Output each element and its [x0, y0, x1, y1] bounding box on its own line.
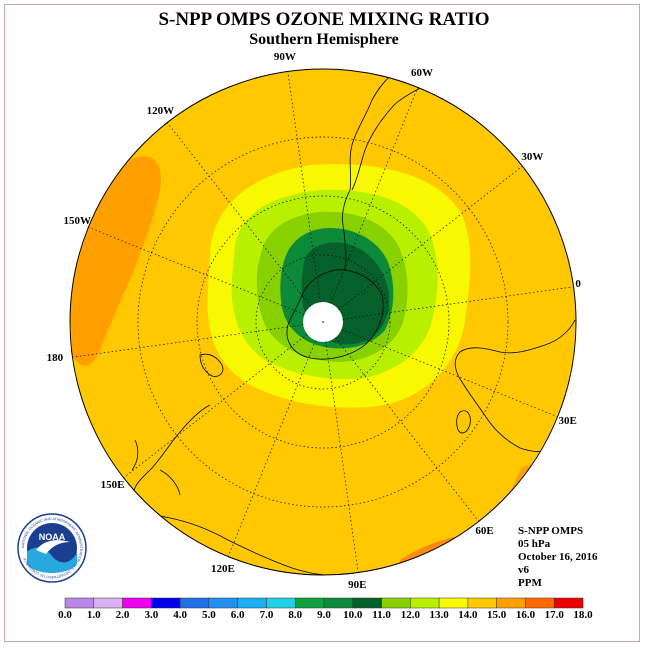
meridian-line	[341, 329, 558, 418]
noaa-logo-text: NOAA	[39, 532, 66, 542]
colorbar-tick-label: 10.0	[343, 609, 363, 621]
colorbar-swatch	[294, 597, 325, 609]
longitude-label: 150W	[63, 214, 91, 227]
info-version: v6	[518, 564, 529, 576]
colorbar-tick-label: 2.0	[115, 609, 130, 621]
colorbar-tick-label: 17.0	[544, 609, 564, 621]
antarctica-coastline	[286, 269, 384, 360]
longitude-label: 150E	[100, 479, 125, 492]
colorbar-tick-label: 14.0	[458, 609, 478, 621]
longitude-label: 120W	[146, 104, 175, 117]
longitude-label: 60E	[475, 525, 494, 538]
colorbar-swatch	[151, 597, 181, 609]
colorbar-tick-label: 4.0	[173, 609, 187, 621]
colorbar	[64, 597, 584, 609]
colorbar-tick-label: 0.0	[58, 609, 72, 621]
colorbar-swatch	[467, 597, 497, 609]
longitude-label: 120E	[210, 562, 235, 575]
meridian-line	[227, 340, 316, 557]
longitude-label: 60W	[411, 67, 434, 80]
colorbar-tick-label: 5.0	[202, 609, 216, 621]
meridian-line	[123, 334, 308, 479]
colorbar-tick-label: 16.0	[515, 609, 536, 621]
colorbar-swatch	[179, 597, 210, 609]
antarctic-peninsula	[342, 189, 351, 271]
info-level: 05 hPa	[518, 538, 551, 550]
map-outline	[69, 68, 577, 576]
meridian-line	[335, 337, 480, 522]
meridian-line	[325, 341, 359, 573]
colorbar-swatch	[266, 597, 296, 609]
colorbar-tick-label: 15.0	[487, 609, 507, 621]
figure-frame	[4, 4, 640, 642]
info-date: October 16, 2016	[518, 551, 598, 563]
colorbar-swatch	[525, 597, 555, 609]
meridian-line	[166, 122, 311, 307]
colorbar-tick-label: 3.0	[144, 609, 159, 621]
info-instrument: S-NPP OMPS	[518, 525, 584, 537]
colorbar-swatch	[93, 597, 123, 609]
meridian-line	[88, 226, 305, 315]
noaa-logo: NOAA NATIONAL OCEANIC AND ATMOSPHERIC AD…	[17, 513, 87, 583]
figure-subtitle: Southern Hemisphere	[249, 31, 399, 48]
longitude-label: 90W	[273, 50, 296, 63]
info-block: S-NPP OMPS 05 hPa October 16, 2016 v6 PP…	[518, 525, 598, 590]
colorbar-swatch	[323, 597, 354, 609]
colorbar-swatch	[64, 597, 95, 609]
longitude-label: 0	[575, 277, 581, 290]
colorbar-tick-label: 18.0	[573, 609, 593, 621]
meridian-line	[338, 165, 523, 310]
meridian-line	[330, 87, 419, 304]
colorbar-swatch	[237, 597, 267, 609]
colorbar-swatch	[496, 597, 526, 609]
info-units: PPM	[518, 577, 542, 589]
colorbar-swatch	[553, 597, 584, 609]
colorbar-tick-label: 1.0	[86, 609, 101, 621]
colorbar-tick-label: 7.0	[259, 609, 274, 621]
colorbar-swatch	[410, 597, 440, 609]
longitude-label: 30W	[521, 150, 544, 163]
colorbar-swatch	[438, 597, 469, 609]
new-zealand-coastline	[199, 353, 224, 377]
meridian-line	[287, 71, 321, 303]
australia-north-coast	[131, 439, 181, 496]
longitude-label: 30E	[558, 415, 577, 428]
meridian-line	[72, 324, 304, 358]
longitude-label: 180	[46, 352, 64, 365]
colorbar-swatch	[352, 597, 382, 609]
meridian-line	[342, 286, 574, 320]
ozone-band-orange-west	[70, 156, 161, 366]
colorbar-swatch	[208, 597, 238, 609]
figure-title: S-NPP OMPS OZONE MIXING RATIO	[158, 9, 490, 30]
colorbar-tick-label: 9.0	[317, 609, 331, 621]
colorbar-tick-label: 8.0	[288, 609, 303, 621]
colorbar-swatch	[122, 597, 152, 609]
africa-coastline	[454, 319, 576, 453]
noaa-bird-icon	[36, 540, 70, 554]
longitude-label: 90E	[348, 579, 367, 592]
madagascar-coastline	[456, 410, 471, 434]
colorbar-swatch	[381, 597, 411, 609]
colorbar-tick-label: 6.0	[230, 609, 245, 621]
colorbar-tick-label: 13.0	[429, 609, 449, 621]
colorbar-tick-label: 11.0	[372, 609, 391, 621]
graticule	[72, 71, 574, 573]
colorbar-tick-label: 12.0	[400, 609, 420, 621]
